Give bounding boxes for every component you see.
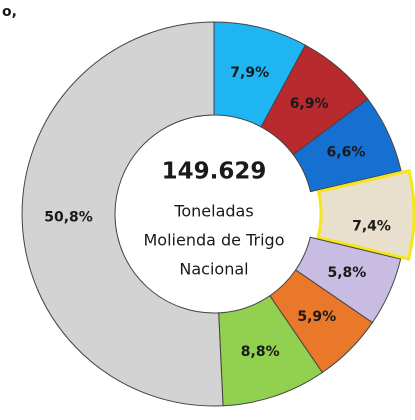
center-line: Molienda de Trigo	[144, 231, 285, 250]
data-label: 50,8%	[44, 209, 93, 225]
center-value: 149.629	[162, 159, 267, 185]
chart: o, 7,9% 6,9% 6,6% 7,4% 5,8% 5,9% 8,8% 50,8% 149…	[0, 0, 415, 420]
fragment-text: o,	[2, 4, 17, 20]
data-label: 7,4%	[352, 219, 391, 235]
data-label: 6,6%	[327, 145, 366, 161]
data-label: 5,9%	[297, 309, 336, 325]
center-line: Toneladas	[173, 202, 253, 221]
data-label: 8,8%	[241, 344, 280, 360]
center-line: Nacional	[179, 260, 248, 279]
data-label: 7,9%	[230, 65, 269, 81]
data-label: 6,9%	[290, 96, 329, 112]
data-label: 5,8%	[328, 265, 367, 281]
